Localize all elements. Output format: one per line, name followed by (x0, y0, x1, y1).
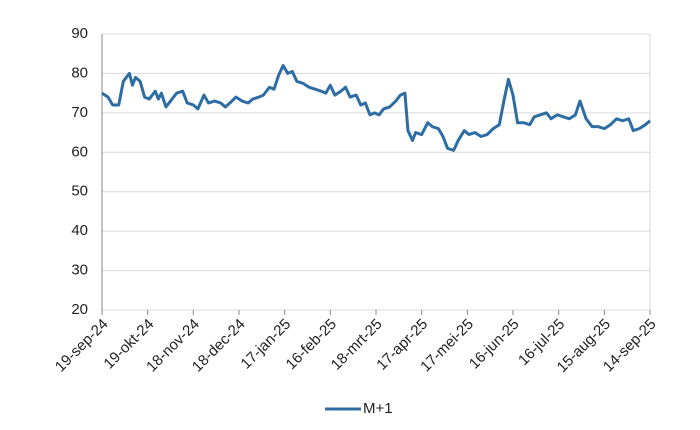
y-tick-label: 40 (71, 222, 88, 239)
y-tick-label: 70 (71, 104, 88, 121)
x-tick-label: 16-jun-25 (466, 316, 523, 373)
series-line (101, 64, 651, 152)
y-tick-label: 50 (71, 183, 88, 200)
y-tick-label: 60 (71, 143, 88, 160)
y-tick-label: 80 (71, 64, 88, 81)
y-tick-label: 90 (71, 25, 88, 42)
legend-label: M+1 (363, 400, 393, 417)
y-tick-label: 30 (71, 262, 88, 279)
y-tick-label: 20 (71, 301, 88, 318)
x-tick-label: 19-sep-24 (52, 316, 112, 376)
